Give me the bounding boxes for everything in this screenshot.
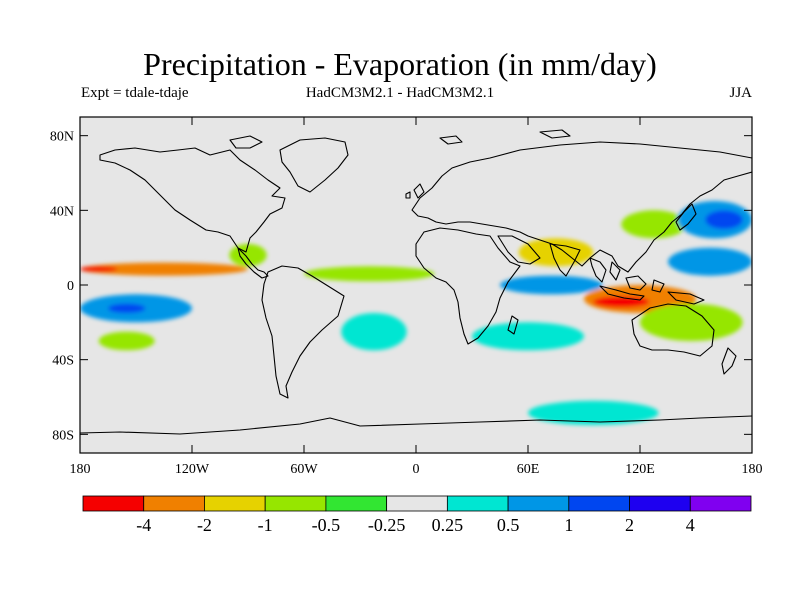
lon-tick-label: 0 xyxy=(413,462,420,477)
colorbar-swatch xyxy=(204,495,266,512)
coastline-madagascar xyxy=(507,315,519,335)
coastline-india xyxy=(549,243,581,277)
coastline-africa xyxy=(415,227,521,345)
anomaly-region xyxy=(528,400,659,425)
colorbar-label: 0.5 xyxy=(497,515,520,535)
anomaly-region xyxy=(472,322,584,351)
coastline-central-america xyxy=(237,247,269,279)
colorbar-label: -2 xyxy=(197,515,212,535)
colorbar-label: 1 xyxy=(564,515,573,535)
model-label: HadCM3M2.1 - HadCM3M2.1 xyxy=(305,85,495,101)
anomaly-region xyxy=(80,262,248,276)
lon-tick-label: 120W xyxy=(175,462,210,477)
lon-tick-label: 60W xyxy=(290,462,318,477)
coastline-greenland xyxy=(279,137,349,193)
anomaly-region xyxy=(621,210,687,239)
anomaly-region xyxy=(229,243,267,267)
colorbar-swatch xyxy=(325,495,388,512)
axis-ticks: 80N 40N 0 40S 80S 180 120W 60W 0 60E 120E 180 xyxy=(50,117,763,477)
anomaly-region xyxy=(668,247,752,276)
lon-tick-label: 180 xyxy=(742,462,763,477)
anomaly-region xyxy=(80,266,118,272)
coastline-australia xyxy=(631,303,715,357)
coastline-arctic-islands xyxy=(229,129,571,149)
coastline-antarctica xyxy=(80,415,752,435)
coastline-europe-asia xyxy=(411,141,752,273)
colorbar-label: -4 xyxy=(136,515,151,535)
anomaly-layer xyxy=(80,201,752,425)
colorbar-label: -0.5 xyxy=(312,515,341,535)
colorbar-swatch xyxy=(689,495,752,512)
coastline-north-america xyxy=(99,147,286,253)
lat-tick-label: 40N xyxy=(50,204,74,219)
colorbar-swatch xyxy=(386,495,448,512)
map-background xyxy=(80,117,752,453)
coastline-arabia xyxy=(497,235,541,265)
colorbar-label: 0.25 xyxy=(432,515,464,535)
lat-tick-label: 80S xyxy=(52,428,74,443)
experiment-label: Expt = tdale-tdaje xyxy=(81,85,189,101)
anomaly-region xyxy=(341,313,407,351)
map-title: Precipitation - Evaporation (in mm/day) xyxy=(143,46,657,82)
colorbar-swatch xyxy=(568,495,630,512)
lon-tick-label: 60E xyxy=(517,462,540,477)
colorbar-label: -0.25 xyxy=(368,515,406,535)
anomaly-region xyxy=(500,275,603,295)
colorbar-swatch xyxy=(82,495,145,512)
lat-tick-label: 40S xyxy=(52,354,74,369)
colorbar-label: -1 xyxy=(258,515,273,535)
season-label: JJA xyxy=(729,85,752,101)
colorbar-swatch xyxy=(446,495,509,512)
coastline-southeast-asia xyxy=(589,257,621,283)
anomaly-region xyxy=(108,303,146,313)
coastline-south-america xyxy=(261,265,345,399)
colorbar-swatch xyxy=(143,495,205,512)
colorbar-swatch xyxy=(507,495,570,512)
lat-tick-label: 0 xyxy=(67,279,74,294)
anomaly-region xyxy=(304,266,435,282)
lat-tick-label: 80N xyxy=(50,130,74,145)
colorbar-swatch xyxy=(264,495,327,512)
colorbar-swatch xyxy=(629,495,691,512)
coastlines xyxy=(80,129,752,435)
colorbar: -4 -2 -1 -0.5 -0.25 0.25 0.5 1 2 4 xyxy=(82,495,752,535)
coastline-japan xyxy=(675,203,697,231)
lon-tick-label: 180 xyxy=(70,462,91,477)
coastline-new-zealand xyxy=(721,347,737,375)
anomaly-region xyxy=(98,331,155,351)
anomaly-region xyxy=(705,210,743,229)
colorbar-label: 2 xyxy=(625,515,634,535)
coastline-british-isles xyxy=(405,183,425,199)
lon-tick-label: 120E xyxy=(625,462,655,477)
coastline-indonesia xyxy=(599,275,705,305)
anomaly-region xyxy=(640,303,743,341)
colorbar-label: 4 xyxy=(686,515,695,535)
